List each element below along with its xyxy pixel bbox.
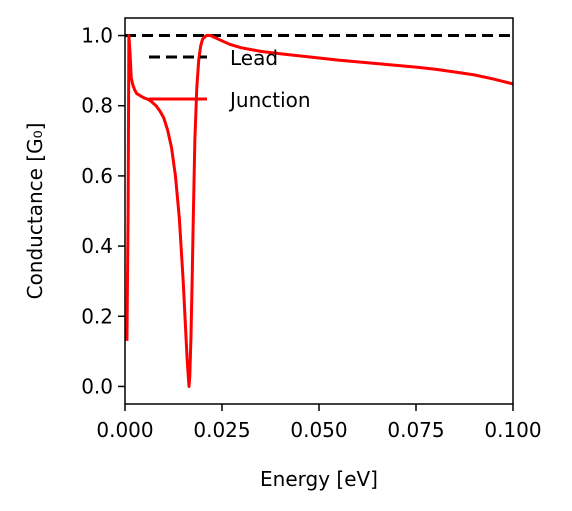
x-tick-label: 0.025 — [193, 418, 250, 442]
y-tick-label: 0.0 — [81, 374, 113, 398]
y-tick-label: 1.0 — [81, 24, 113, 48]
legend-label-junction: Junction — [228, 88, 311, 112]
x-tick-label: 0.100 — [484, 418, 541, 442]
series-line-junction — [125, 34, 513, 388]
y-tick-label: 0.6 — [81, 164, 113, 188]
y-axis-label: Conductance [G₀] — [23, 123, 47, 300]
legend: Lead Junction — [149, 46, 311, 112]
y-tick-label: 0.8 — [81, 94, 113, 118]
x-tick-label: 0.050 — [290, 418, 347, 442]
plot-frame — [124, 17, 514, 405]
x-tick-label: 0.075 — [387, 418, 444, 442]
y-tick-label: 0.4 — [81, 234, 113, 258]
axes: 0.000 0.025 0.050 0.075 0.100 0.0 0.2 0.4 0.6 0.8… — [81, 17, 542, 442]
x-tick-label: 0.000 — [96, 418, 153, 442]
plot-area — [125, 34, 513, 388]
x-axis-label: Energy [eV] — [260, 467, 378, 491]
legend-label-lead: Lead — [230, 46, 278, 70]
y-tick-label: 0.2 — [81, 304, 113, 328]
